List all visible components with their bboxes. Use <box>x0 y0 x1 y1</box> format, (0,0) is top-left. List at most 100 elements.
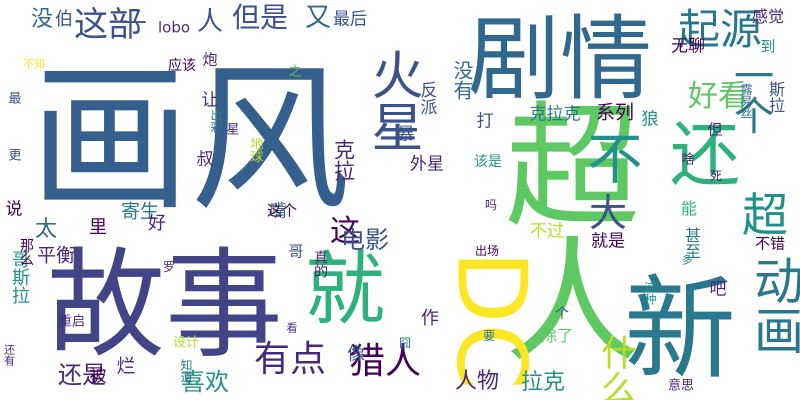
cloud-word: 不知 <box>23 57 45 71</box>
cloud-word: 要 <box>482 329 496 343</box>
cloud-word: 什么 <box>595 334 636 400</box>
cloud-word: 重启 <box>58 314 86 330</box>
cloud-word: 死 <box>709 169 723 183</box>
cloud-word: 动画 <box>746 255 800 355</box>
cloud-word: 意思 <box>667 378 695 394</box>
cloud-word: 作 <box>421 308 439 329</box>
cloud-word: 喜欢 <box>181 368 229 396</box>
cloud-word: 让 <box>201 90 219 111</box>
cloud-word: 火星 <box>362 48 422 152</box>
cloud-word: 超 <box>742 188 788 242</box>
cloud-word: 有点 <box>253 339 327 380</box>
cloud-word: 哥 <box>288 242 304 261</box>
cloud-word: 电影 <box>341 226 389 254</box>
cloud-word: 伯 <box>55 9 73 30</box>
cloud-word: 叔 <box>196 149 214 170</box>
cloud-word: 还是 <box>58 361 106 389</box>
cloud-word: 嘴 <box>269 201 287 222</box>
cloud-word: 画风 <box>29 46 351 233</box>
cloud-word: 里 <box>89 217 107 238</box>
cloud-word: 起源 <box>677 5 763 54</box>
cloud-word: 设计 <box>172 335 200 351</box>
cloud-word: 没 <box>30 7 54 32</box>
cloud-word: 好 <box>148 213 166 234</box>
cloud-word: 无聊 <box>671 36 705 57</box>
cloud-word: 外星 <box>410 154 444 175</box>
cloud-word: 烂 <box>116 355 136 378</box>
cloud-word: 克拉 <box>331 139 356 181</box>
cloud-word: 猎人 <box>348 341 422 382</box>
cloud-word: 好看 <box>688 79 748 114</box>
cloud-word: 这个 <box>266 201 298 220</box>
cloud-word: 像 <box>347 344 365 365</box>
cloud-word: 平衡 <box>36 244 76 267</box>
cloud-word: 但 <box>707 120 723 139</box>
cloud-word: 这 <box>330 214 360 249</box>
cloud-word: 吧 <box>709 279 727 300</box>
cloud-word: 星 <box>226 122 240 138</box>
cloud-word: 大 <box>588 191 628 235</box>
cloud-word: 拉克 <box>520 370 566 395</box>
cloud-word: 更 <box>8 148 22 164</box>
cloud-word: 狼 <box>641 109 659 130</box>
cloud-word: 故事 <box>46 236 284 374</box>
cloud-word: 看 <box>286 321 298 335</box>
cloud-word: 打 <box>476 111 494 132</box>
cloud-word: 系列 <box>595 101 635 124</box>
cloud-word: 超人 <box>481 95 639 365</box>
cloud-word: 没有 <box>450 60 474 100</box>
cloud-word: 到 <box>760 37 776 56</box>
cloud-word: 知道 <box>179 359 193 383</box>
cloud-word: 能 <box>680 199 698 218</box>
cloud-word: 不 <box>587 127 643 192</box>
cloud-word: 克拉克 <box>529 104 581 125</box>
cloud-word: 说 <box>5 199 23 220</box>
cloud-word: 新 <box>624 265 736 395</box>
cloud-word: 暴 <box>397 124 415 145</box>
cloud-word: — <box>121 6 147 36</box>
cloud-word: 出场 <box>474 244 500 258</box>
cloud-word: 罗 <box>162 260 176 274</box>
cloud-word: 还有 <box>2 344 16 366</box>
cloud-word: 真的 <box>312 250 328 278</box>
cloud-word: 应该 <box>168 58 196 74</box>
cloud-word: 被 <box>89 366 107 387</box>
cloud-word: 这种 <box>643 281 657 305</box>
cloud-word: 还 <box>670 114 740 196</box>
cloud-word: 露易丝 <box>739 83 753 119</box>
cloud-word: 太 <box>34 217 58 242</box>
cloud-word: 哥斯拉 <box>9 250 30 304</box>
cloud-word: 个 <box>555 306 569 322</box>
cloud-word: 地球 <box>247 137 263 163</box>
cloud-word: 又 <box>304 3 332 33</box>
cloud-word: 甚至 <box>682 227 701 259</box>
cloud-word: lobo <box>157 18 191 37</box>
cloud-word: 该是 <box>474 154 502 170</box>
cloud-word: 出彩 <box>209 109 223 133</box>
cloud-word: 感觉 <box>751 7 785 26</box>
cloud-word: 之 <box>288 64 302 80</box>
cloud-word: 这部 <box>74 5 142 45</box>
cloud-word: 但是 <box>231 1 289 34</box>
cloud-word: 就 <box>305 243 385 336</box>
cloud-word: 人物 <box>454 369 500 394</box>
cloud-word: 剧情 <box>467 6 653 113</box>
cloud-word: 就是 <box>591 231 625 252</box>
cloud-word: 啥 <box>681 152 695 168</box>
cloud-word: 吗 <box>484 198 498 212</box>
cloud-word: 人 <box>196 7 224 37</box>
cloud-word: 最后 <box>333 9 367 30</box>
cloud-word: 除了 <box>540 326 574 345</box>
cloud-word: 斯拉 <box>766 81 785 113</box>
cloud-word: 那么 <box>18 238 34 266</box>
cloud-word: 最 <box>8 91 22 107</box>
cloud-word: 不过 <box>530 221 564 242</box>
cloud-word: 囧 <box>398 336 412 350</box>
cloud-word: 一个 <box>727 55 773 135</box>
cloud-word: 多 <box>681 253 693 267</box>
cloud-word: 反派 <box>416 81 437 115</box>
cloud-word: 寄生 <box>120 200 160 223</box>
cloud-word: 不错 <box>754 234 786 253</box>
cloud-word: 炮 <box>202 50 218 69</box>
